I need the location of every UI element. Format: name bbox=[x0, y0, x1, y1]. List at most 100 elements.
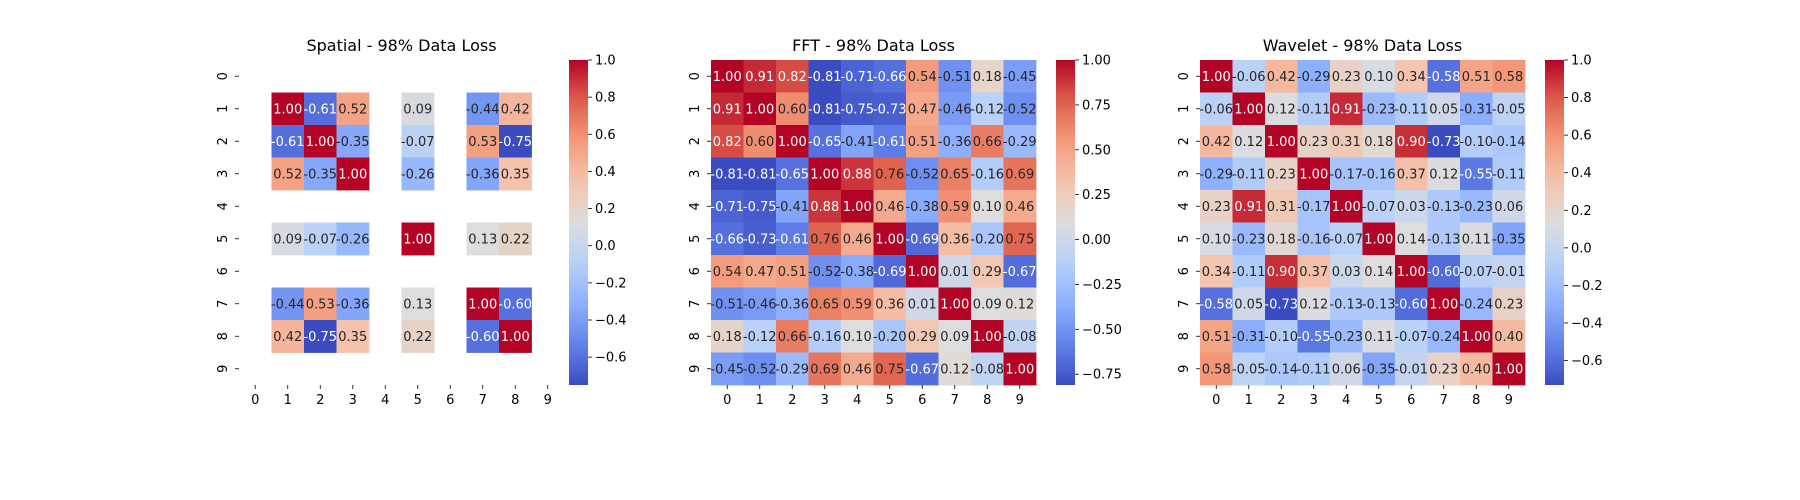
colorbar-tick-label: 0.00 bbox=[1082, 233, 1111, 248]
heatmap-cell bbox=[1003, 60, 1037, 93]
heatmap-cell bbox=[711, 92, 744, 126]
heatmap-cell bbox=[776, 287, 809, 321]
heatmap-cell bbox=[906, 92, 939, 126]
cell-value-label: -0.11 bbox=[1297, 102, 1331, 117]
cell-value-label: -0.01 bbox=[1492, 265, 1526, 280]
cell-value-label: -0.61 bbox=[271, 135, 305, 150]
heatmap-cell bbox=[1200, 287, 1233, 321]
heatmap-cell bbox=[499, 157, 532, 191]
heatmap-cell bbox=[1460, 190, 1493, 223]
cell-value-label: -0.35 bbox=[1492, 232, 1526, 247]
colorbar-tick-label: −0.4 bbox=[595, 314, 627, 329]
cell-value-label: -0.52 bbox=[743, 362, 777, 377]
cell-value-label: -0.16 bbox=[808, 330, 842, 345]
heatmap-cell bbox=[808, 60, 842, 93]
heatmap-cell bbox=[1200, 222, 1233, 256]
x-tick-label: 1 bbox=[756, 393, 764, 408]
cell-value-label: -0.08 bbox=[1003, 330, 1037, 345]
heatmap-cell bbox=[1200, 352, 1233, 386]
heatmap-cell bbox=[841, 157, 874, 191]
heatmap-cell bbox=[873, 157, 907, 191]
x-tick-label: 5 bbox=[886, 393, 894, 408]
heatmap-cell bbox=[466, 320, 500, 353]
cell-value-label: 0.10 bbox=[1364, 70, 1393, 85]
heatmap-cell bbox=[304, 320, 337, 353]
heatmap-cell bbox=[1265, 287, 1298, 321]
cell-value-label: -0.23 bbox=[1232, 232, 1266, 247]
y-tick-label: 0 bbox=[216, 72, 231, 80]
heatmap-cell bbox=[466, 92, 500, 126]
x-tick-label: 4 bbox=[1342, 393, 1350, 408]
heatmap-cell bbox=[1232, 320, 1266, 353]
cell-value-label: 0.37 bbox=[1397, 167, 1426, 182]
heatmap-cell bbox=[808, 125, 842, 158]
heatmap-cell bbox=[841, 287, 874, 321]
cell-value-label: 1.00 bbox=[1332, 200, 1361, 215]
heatmap-cell bbox=[1003, 255, 1037, 288]
cell-value-label: -0.44 bbox=[271, 297, 305, 312]
heatmap-cell bbox=[1265, 92, 1298, 126]
heatmap-cell bbox=[304, 125, 337, 158]
cell-value-label: 0.42 bbox=[1267, 70, 1296, 85]
cell-value-label: 1.00 bbox=[1202, 70, 1231, 85]
heatmap-cell bbox=[1395, 157, 1428, 191]
heatmap-cell bbox=[1297, 255, 1331, 288]
cell-value-label: 0.47 bbox=[745, 265, 774, 280]
heatmap-cell bbox=[336, 125, 370, 158]
cell-value-label: 1.00 bbox=[1462, 330, 1491, 345]
cell-value-label: -0.05 bbox=[1232, 362, 1266, 377]
heatmap-cell bbox=[1330, 287, 1363, 321]
cell-value-label: 0.13 bbox=[468, 232, 497, 247]
heatmap-cell bbox=[1003, 125, 1037, 158]
cell-value-label: 0.18 bbox=[1267, 232, 1296, 247]
cell-value-label: 0.09 bbox=[940, 330, 969, 345]
cell-value-label: -0.20 bbox=[873, 330, 907, 345]
heatmap-cell bbox=[271, 222, 305, 256]
cell-value-label: -0.07 bbox=[1459, 265, 1493, 280]
heatmap-cell bbox=[1297, 125, 1331, 158]
cell-value-label: -0.13 bbox=[1427, 200, 1461, 215]
x-tick-label: 9 bbox=[1505, 393, 1513, 408]
cell-value-label: -0.11 bbox=[1232, 167, 1266, 182]
cell-value-label: 0.40 bbox=[1462, 362, 1491, 377]
cell-value-label: 0.36 bbox=[875, 297, 904, 312]
heatmap-cell bbox=[808, 287, 842, 321]
cell-value-label: 0.76 bbox=[810, 232, 839, 247]
cell-value-label: 0.46 bbox=[843, 362, 872, 377]
colorbar-tick-label: 0.6 bbox=[595, 128, 616, 143]
x-tick-label: 6 bbox=[918, 393, 926, 408]
colorbar-tick-label: −0.6 bbox=[595, 351, 627, 366]
heatmap-cell bbox=[906, 352, 939, 386]
heatmap-cell bbox=[1265, 157, 1298, 191]
heatmap-cell bbox=[1460, 255, 1493, 288]
cell-value-label: -0.38 bbox=[840, 265, 874, 280]
cell-value-label: -0.13 bbox=[1329, 297, 1363, 312]
cell-value-label: 0.11 bbox=[1364, 330, 1393, 345]
cell-value-label: 1.00 bbox=[940, 297, 969, 312]
y-tick-label: 2 bbox=[688, 137, 703, 145]
y-tick-label: 5 bbox=[1177, 235, 1192, 243]
cell-value-label: 1.00 bbox=[908, 265, 937, 280]
x-tick-label: 5 bbox=[1375, 393, 1383, 408]
cell-value-label: -0.24 bbox=[1427, 330, 1461, 345]
x-tick-label: 5 bbox=[414, 393, 422, 408]
cell-value-label: 0.31 bbox=[1332, 135, 1361, 150]
x-tick-label: 9 bbox=[544, 393, 552, 408]
cell-value-label: 0.10 bbox=[973, 200, 1002, 215]
cell-value-label: -0.36 bbox=[938, 135, 972, 150]
cell-value-label: 0.60 bbox=[745, 135, 774, 150]
cell-value-label: -0.60 bbox=[498, 297, 532, 312]
heatmap-cell bbox=[1492, 352, 1526, 386]
y-tick-label: 2 bbox=[216, 137, 231, 145]
cell-value-label: 0.06 bbox=[1494, 200, 1523, 215]
heatmap-cell bbox=[1200, 157, 1233, 191]
heatmap-cell bbox=[711, 125, 744, 158]
cell-value-label: 0.35 bbox=[501, 167, 530, 182]
cell-value-label: -0.45 bbox=[710, 362, 744, 377]
colorbar-tick-label: −0.25 bbox=[1082, 278, 1122, 293]
y-tick-label: 4 bbox=[1177, 202, 1192, 210]
heatmap-cell bbox=[1330, 60, 1363, 93]
cell-value-label: 0.51 bbox=[1462, 70, 1491, 85]
colorbar-tick-label: −0.2 bbox=[1571, 279, 1603, 294]
cell-value-label: -0.35 bbox=[336, 135, 370, 150]
